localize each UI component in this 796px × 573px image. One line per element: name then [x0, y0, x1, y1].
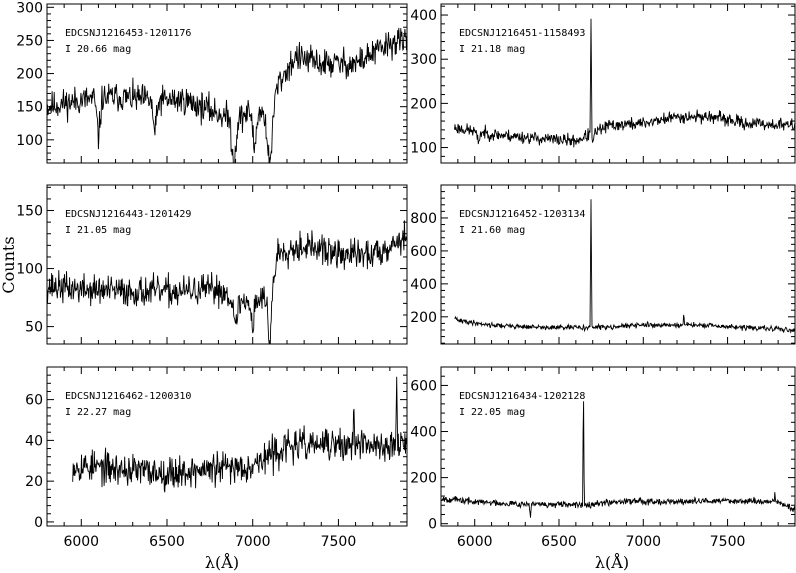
magnitude-label: I 22.05 mag: [459, 407, 525, 418]
panel-frame: [440, 3, 796, 164]
spectrum-panel-3: 50 100 150 EDCSNJ1216443-1201429 I 21.05 mag: [16, 184, 408, 345]
spectrum-panel-1: 100 150 200 250 300 EDCSNJ1216453-1201176 I 20…: [16, 0, 408, 164]
magnitude-label: I 22.27 mag: [65, 407, 131, 418]
y-tick-label: 60: [25, 393, 43, 409]
y-tick-label: 300: [410, 52, 437, 68]
y-tick-label: 100: [410, 141, 437, 157]
panel-frame: [440, 366, 796, 527]
x-tick-label: 6000: [63, 534, 99, 550]
magnitude-label: I 21.60 mag: [459, 225, 525, 236]
y-tick-label: 100: [16, 262, 43, 278]
y-tick-label: 40: [25, 433, 43, 449]
x-tick-label: 6500: [149, 534, 185, 550]
spectrum-panel-5: 6000 6500 7000 7500 0 20 40 60 EDCSNJ1216462-120…: [25, 366, 408, 550]
x-axis-label-left: λ(Å): [205, 552, 239, 572]
y-tick-label: 200: [410, 471, 437, 487]
magnitude-label: I 21.18 mag: [459, 44, 525, 55]
x-tick-label: 7500: [321, 534, 357, 550]
object-name-label: EDCSNJ1216443-1201429: [65, 209, 191, 220]
x-tick-label: 7000: [625, 534, 661, 550]
magnitude-label: I 20.66 mag: [65, 44, 131, 55]
spectrum-panel-4: 200 400 600 800 EDCSNJ1216452-1203134 I 21.60…: [410, 184, 796, 345]
object-name-label: EDCSNJ1216453-1201176: [65, 28, 191, 39]
magnitude-label: I 21.05 mag: [65, 225, 131, 236]
spectrum-line: [441, 401, 795, 518]
x-tick-label: 7500: [710, 534, 746, 550]
panel-frame: [46, 366, 408, 527]
spectrum-line: [454, 199, 795, 334]
y-tick-label: 400: [410, 8, 437, 24]
y-tick-label: 0: [428, 517, 437, 533]
y-tick-label: 200: [410, 310, 437, 326]
spectrum-line: [47, 220, 407, 344]
y-tick-label: 150: [16, 204, 43, 220]
y-tick-label: 600: [410, 378, 437, 394]
y-tick-label: 400: [410, 277, 437, 293]
y-tick-label: 100: [16, 133, 43, 149]
y-tick-label: 0: [34, 515, 43, 531]
object-name-label: EDCSNJ1216462-1200310: [65, 391, 191, 402]
x-tick-label: 7000: [235, 534, 271, 550]
y-tick-label: 150: [16, 100, 43, 116]
y-tick-label: 50: [25, 320, 43, 336]
object-name-label: EDCSNJ1216451-1158493: [459, 28, 585, 39]
spectrum-panel-6: 6000 6500 7000 7500 0 200 400 600 EDCSNJ1216434-…: [410, 366, 796, 550]
x-tick-label: 6500: [541, 534, 577, 550]
y-tick-label: 20: [25, 474, 43, 490]
y-axis-label: Counts: [0, 236, 18, 293]
y-tick-label: 250: [16, 33, 43, 49]
object-name-label: EDCSNJ1216434-1202128: [459, 391, 585, 402]
spectrum-line: [47, 27, 407, 163]
spectrum-line: [72, 376, 407, 493]
x-axis-label-right: λ(Å): [595, 552, 629, 572]
y-tick-label: 300: [16, 0, 43, 16]
panel-frame: [46, 3, 408, 164]
y-tick-label: 400: [410, 425, 437, 441]
spectrum-panel-2: 100 200 300 400 EDCSNJ1216451-1158493 I 21.18…: [410, 3, 796, 164]
y-tick-label: 200: [410, 96, 437, 112]
x-tick-label: 6000: [457, 534, 493, 550]
spectrum-line: [454, 18, 795, 148]
object-name-label: EDCSNJ1216452-1203134: [459, 209, 585, 220]
y-tick-label: 800: [410, 211, 437, 227]
y-tick-label: 200: [16, 67, 43, 83]
y-tick-label: 600: [410, 244, 437, 260]
panel-frame: [46, 184, 408, 345]
